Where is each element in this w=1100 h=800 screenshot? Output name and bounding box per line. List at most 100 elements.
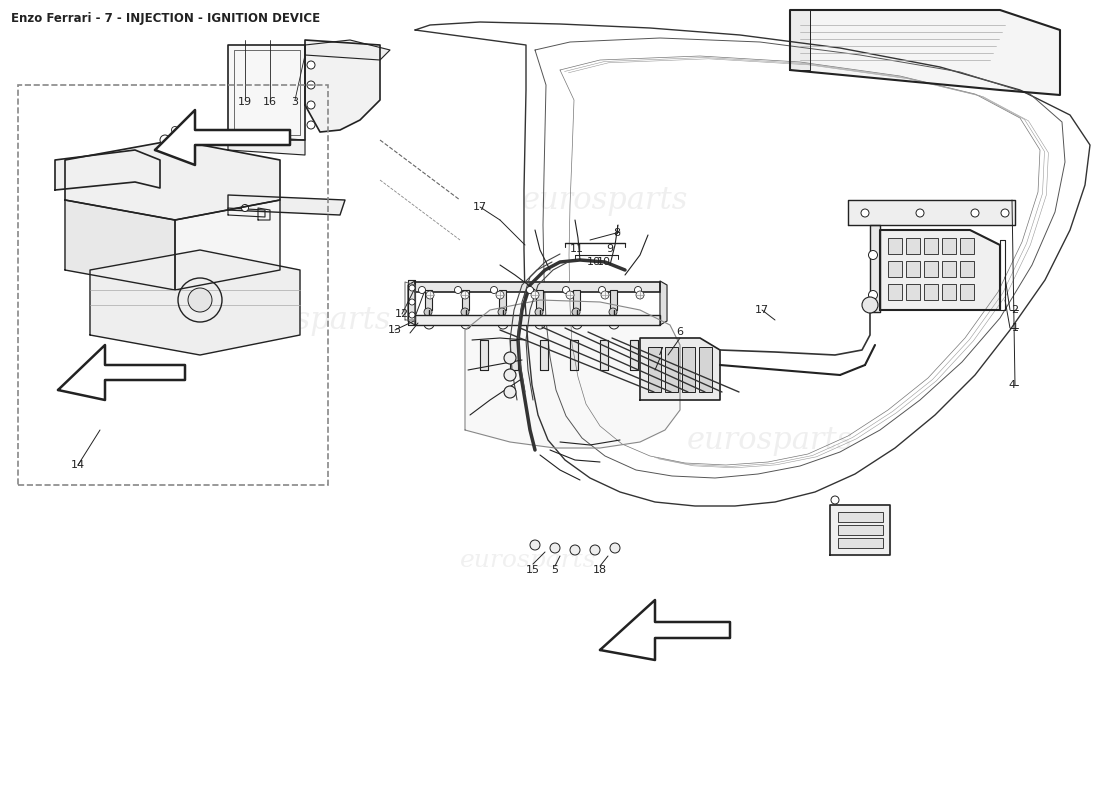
Bar	[838, 525, 883, 535]
Bar	[499, 290, 506, 310]
Circle shape	[572, 308, 580, 316]
Circle shape	[550, 543, 560, 553]
Text: 10: 10	[587, 257, 601, 267]
Text: 19: 19	[238, 97, 252, 107]
Bar	[906, 284, 920, 300]
Polygon shape	[630, 340, 638, 370]
Polygon shape	[660, 281, 667, 325]
Text: 1: 1	[1012, 323, 1019, 333]
Circle shape	[531, 291, 539, 299]
Polygon shape	[90, 250, 300, 355]
Polygon shape	[228, 195, 345, 215]
Bar	[838, 538, 883, 548]
Circle shape	[1001, 209, 1009, 217]
Circle shape	[635, 286, 641, 294]
Text: Enzo Ferrari - 7 - INJECTION - IGNITION DEVICE: Enzo Ferrari - 7 - INJECTION - IGNITION …	[11, 12, 320, 25]
Bar	[960, 238, 974, 254]
Polygon shape	[258, 208, 270, 220]
Bar	[610, 290, 617, 310]
Bar	[698, 347, 712, 392]
Circle shape	[570, 545, 580, 555]
Circle shape	[598, 286, 605, 294]
Text: eurosparts: eurosparts	[460, 549, 596, 571]
Circle shape	[409, 285, 415, 291]
Circle shape	[461, 291, 469, 299]
Polygon shape	[790, 10, 810, 70]
Circle shape	[636, 291, 644, 299]
Circle shape	[504, 369, 516, 381]
Circle shape	[307, 61, 315, 69]
Bar	[888, 284, 902, 300]
Bar	[906, 238, 920, 254]
Polygon shape	[65, 200, 175, 290]
Bar	[425, 290, 432, 310]
Text: 8: 8	[614, 228, 620, 238]
Circle shape	[424, 319, 434, 329]
Bar	[942, 238, 956, 254]
Polygon shape	[228, 135, 305, 155]
Circle shape	[566, 291, 574, 299]
Polygon shape	[408, 281, 415, 325]
Bar	[682, 347, 695, 392]
Bar	[888, 261, 902, 277]
Circle shape	[160, 135, 170, 145]
Circle shape	[535, 319, 544, 329]
Text: eurosparts: eurosparts	[686, 425, 854, 455]
Bar	[462, 290, 469, 310]
Polygon shape	[790, 10, 1060, 95]
Circle shape	[916, 209, 924, 217]
Circle shape	[461, 319, 471, 329]
Text: 6: 6	[676, 327, 683, 337]
Bar	[415, 282, 660, 292]
Polygon shape	[830, 505, 890, 555]
Circle shape	[454, 286, 462, 294]
Circle shape	[424, 308, 432, 316]
Polygon shape	[510, 340, 518, 370]
Circle shape	[496, 291, 504, 299]
Circle shape	[869, 290, 878, 299]
Circle shape	[609, 319, 619, 329]
Circle shape	[590, 545, 600, 555]
Polygon shape	[305, 40, 390, 60]
Bar	[960, 261, 974, 277]
Text: 10: 10	[597, 257, 611, 267]
Circle shape	[498, 319, 508, 329]
Polygon shape	[480, 340, 488, 370]
Bar	[960, 284, 974, 300]
Bar	[648, 347, 661, 392]
Circle shape	[491, 286, 497, 294]
Circle shape	[609, 308, 617, 316]
Circle shape	[504, 386, 516, 398]
Circle shape	[180, 135, 190, 145]
Bar	[924, 261, 938, 277]
Bar	[924, 238, 938, 254]
Text: 4: 4	[1009, 380, 1015, 390]
Bar	[415, 315, 660, 325]
Text: 17: 17	[755, 305, 769, 315]
Text: 13: 13	[388, 325, 401, 335]
Polygon shape	[175, 200, 280, 290]
Text: 16: 16	[263, 97, 277, 107]
Text: 14: 14	[70, 460, 85, 470]
Polygon shape	[55, 150, 160, 190]
Circle shape	[601, 291, 609, 299]
Circle shape	[504, 352, 516, 364]
Circle shape	[562, 286, 570, 294]
Polygon shape	[540, 340, 548, 370]
Bar	[888, 238, 902, 254]
Circle shape	[242, 205, 249, 211]
Polygon shape	[880, 230, 1000, 310]
Bar	[666, 347, 678, 392]
Circle shape	[862, 297, 878, 313]
Circle shape	[530, 540, 540, 550]
Circle shape	[830, 496, 839, 504]
Polygon shape	[465, 300, 680, 448]
Circle shape	[869, 250, 878, 259]
Circle shape	[527, 286, 534, 294]
Circle shape	[426, 291, 434, 299]
Bar	[18, 85, 328, 485]
Circle shape	[461, 308, 469, 316]
Circle shape	[572, 319, 582, 329]
Polygon shape	[870, 225, 880, 312]
Polygon shape	[65, 140, 280, 220]
